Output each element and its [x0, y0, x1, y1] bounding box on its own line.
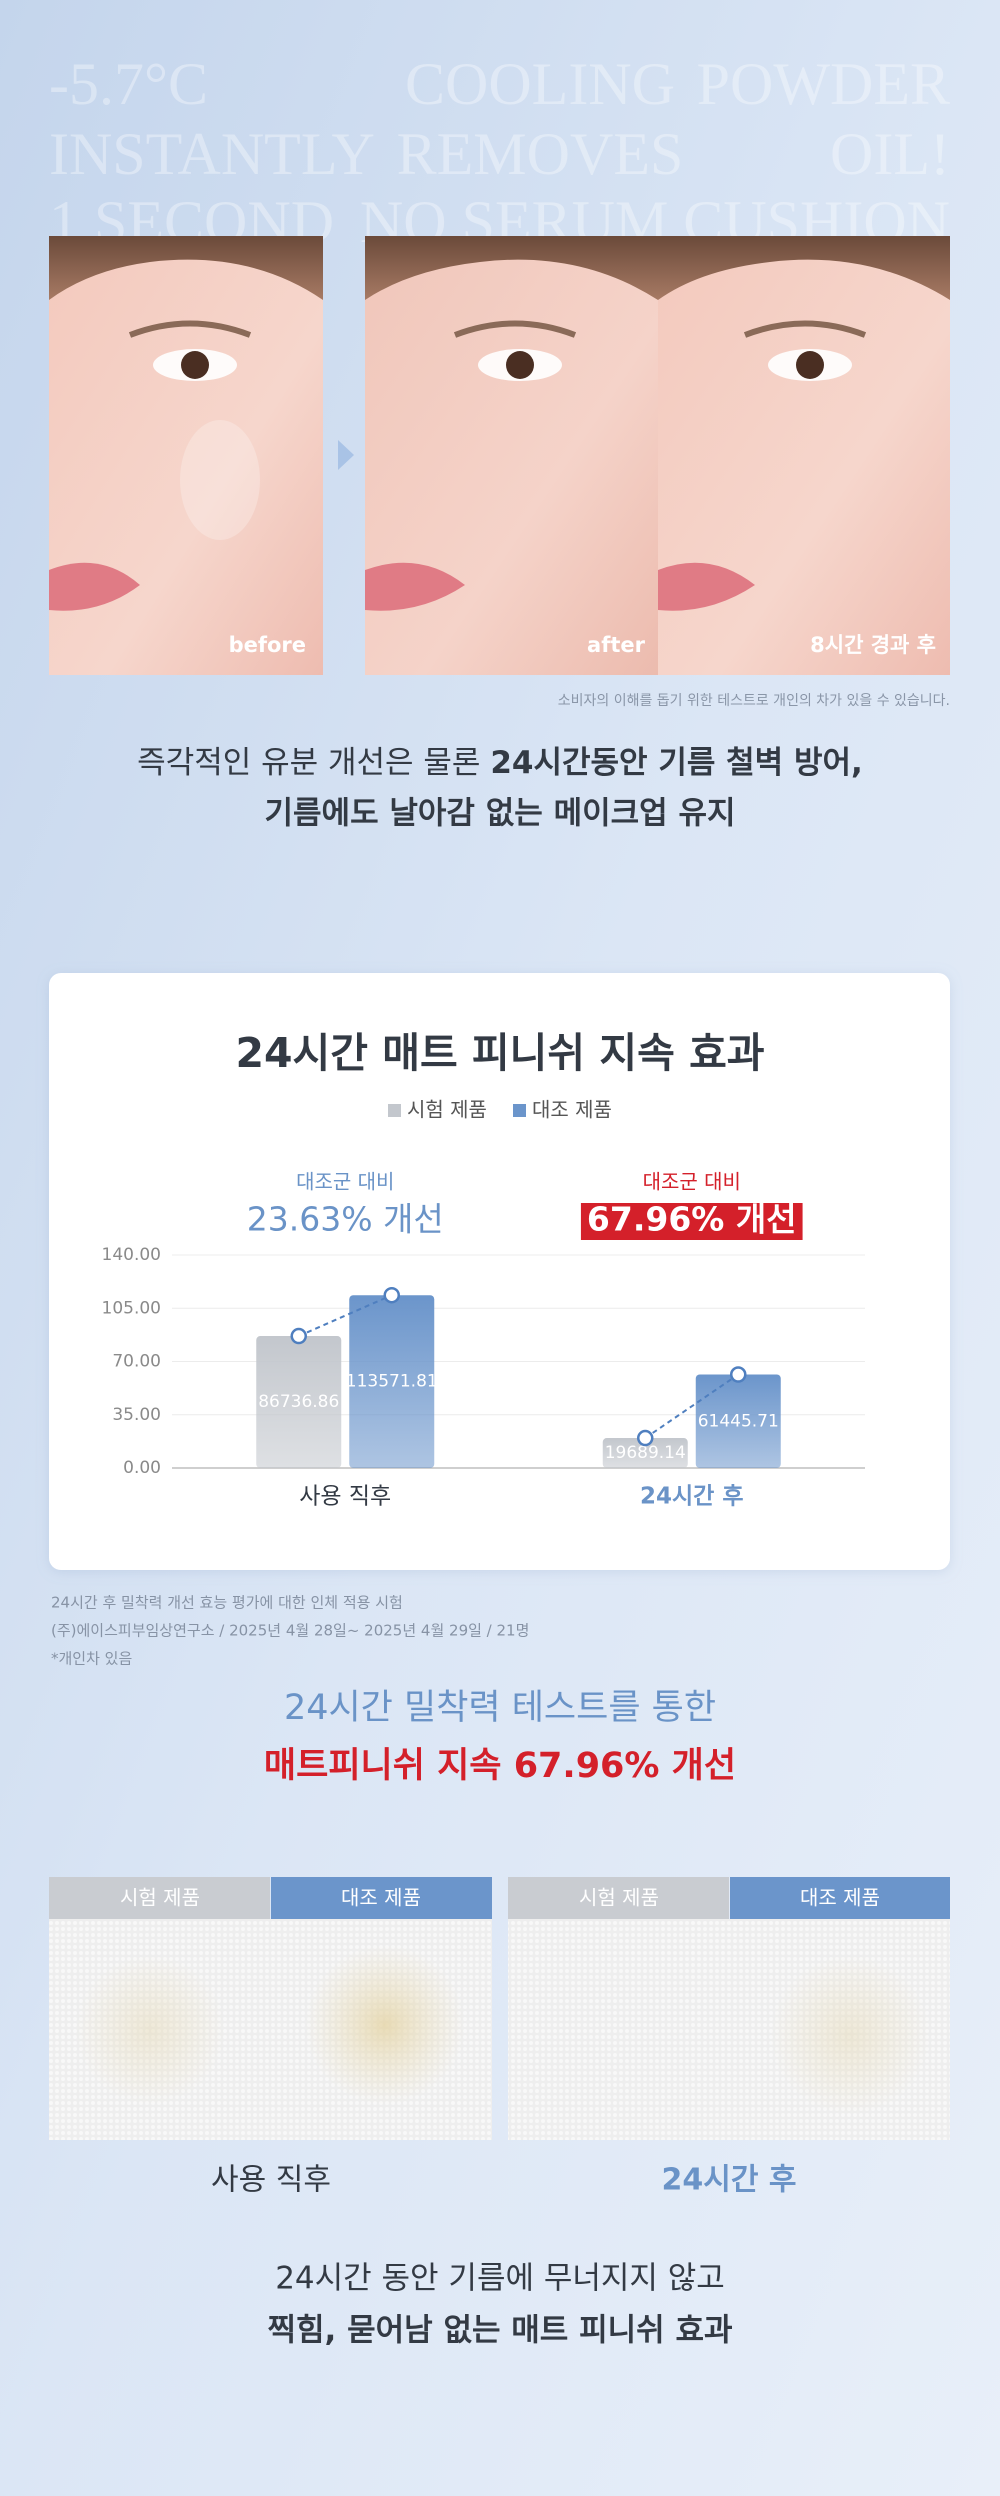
y-tick-label: 70.00 [112, 1352, 161, 1372]
y-tick-label: 0.00 [123, 1458, 161, 1478]
fabric-panel [49, 1877, 492, 2140]
legend-label: 대조 제품 [532, 1098, 612, 1122]
x-tick-label: 사용 직후 [299, 1484, 391, 1510]
value-label: 19689.14 [605, 1443, 686, 1463]
trend-dot [730, 1366, 747, 1383]
arrow [338, 440, 354, 470]
chart-title: 24시간 매트 피니쉬 지속 효과 [235, 1029, 764, 1077]
legend-label: 시험 제품 [407, 1098, 487, 1122]
photo-before [49, 236, 323, 675]
bar [349, 1295, 435, 1468]
panel-header: 시험 제품 [579, 1886, 659, 1910]
intro-regular: 즉각적인 유분 개선은 물론 [137, 745, 490, 781]
note: 24시간 후 밀착력 개선 효능 평가에 대한 인체 적용 시험 [51, 1594, 403, 1612]
legend-swatch [513, 1104, 526, 1117]
value-label: 113571.81 [346, 1372, 438, 1392]
value-label: 86736.86 [258, 1392, 339, 1412]
trend-dot [637, 1429, 654, 1447]
y-tick-label: 35.00 [112, 1405, 161, 1425]
note: *개인차 있음 [51, 1650, 132, 1668]
annotation-text: 23.63% 개선 [247, 1200, 444, 1239]
disclaimer: 소비자의 이해를 돕기 위한 테스트로 개인의 차가 있을 수 있습니다. [558, 693, 950, 709]
note: (주)에이스피부임상연구소 / 2025년 4월 28일~ 2025년 4월 2… [51, 1622, 529, 1640]
summary-line: 매트피니쉬 지속 67.96% 개선 [264, 1746, 736, 1786]
trend-dot [290, 1327, 307, 1345]
annotation-label: 대조군 대비 [643, 1170, 741, 1194]
bar [602, 1438, 688, 1468]
chart: 시험 제품 대조 제품 0.00 35.00 70.00 105.00 140.00 8673… [102, 1098, 865, 1510]
closing-line: 찍힘, 묻어남 없는 매트 피니쉬 효과 [267, 2313, 732, 2349]
intro-line: 즉각적인 유분 개선은 물론 24시간동안 기름 철벽 방어, [137, 745, 863, 781]
trend-line [644, 1373, 739, 1439]
y-tick-label: 105.00 [102, 1298, 161, 1318]
annotation-label: 대조군 대비 [296, 1170, 394, 1194]
y-tick-label: 140.00 [102, 1245, 161, 1265]
trend-dot [383, 1286, 400, 1304]
panel-header: 대조 제품 [800, 1886, 880, 1910]
panel-header: 대조 제품 [341, 1886, 421, 1910]
trend-line [298, 1294, 393, 1337]
background-word: OIL! [830, 121, 950, 187]
background-word: INSTANTLY [49, 121, 375, 187]
background-word: REMOVES [397, 121, 684, 187]
image-label: before [229, 633, 306, 657]
background-word: -5.7°C [49, 51, 208, 117]
background-word: POWDER [697, 51, 950, 117]
annotation-text: 67.96% 개선 [587, 1200, 797, 1239]
panel-caption: 사용 직후 [211, 2163, 331, 2198]
value-label: 61445.71 [698, 1411, 779, 1431]
bar [256, 1336, 342, 1468]
photo-after [365, 236, 658, 675]
bar [695, 1374, 781, 1468]
closing-line: 24시간 동안 기름에 무너지지 않고 [275, 2261, 725, 2297]
photo-8h [658, 236, 950, 675]
intro-bold: 24시간동안 기름 철벽 방어, [490, 745, 863, 781]
x-tick-label: 24시간 후 [640, 1484, 744, 1510]
background-word: COOLING [405, 51, 675, 117]
image-label: after [587, 633, 646, 657]
panel-header: 시험 제품 [120, 1886, 200, 1910]
image-label: 8시간 경과 후 [810, 633, 936, 657]
legend-swatch [388, 1104, 401, 1117]
panel-caption: 24시간 후 [662, 2163, 797, 2198]
fabric-panel [508, 1877, 950, 2140]
annotation-box [580, 1203, 803, 1240]
summary-line: 24시간 밀착력 테스트를 통한 [284, 1688, 716, 1728]
intro-line: 기름에도 날아감 없는 메이크업 유지 [265, 796, 736, 832]
